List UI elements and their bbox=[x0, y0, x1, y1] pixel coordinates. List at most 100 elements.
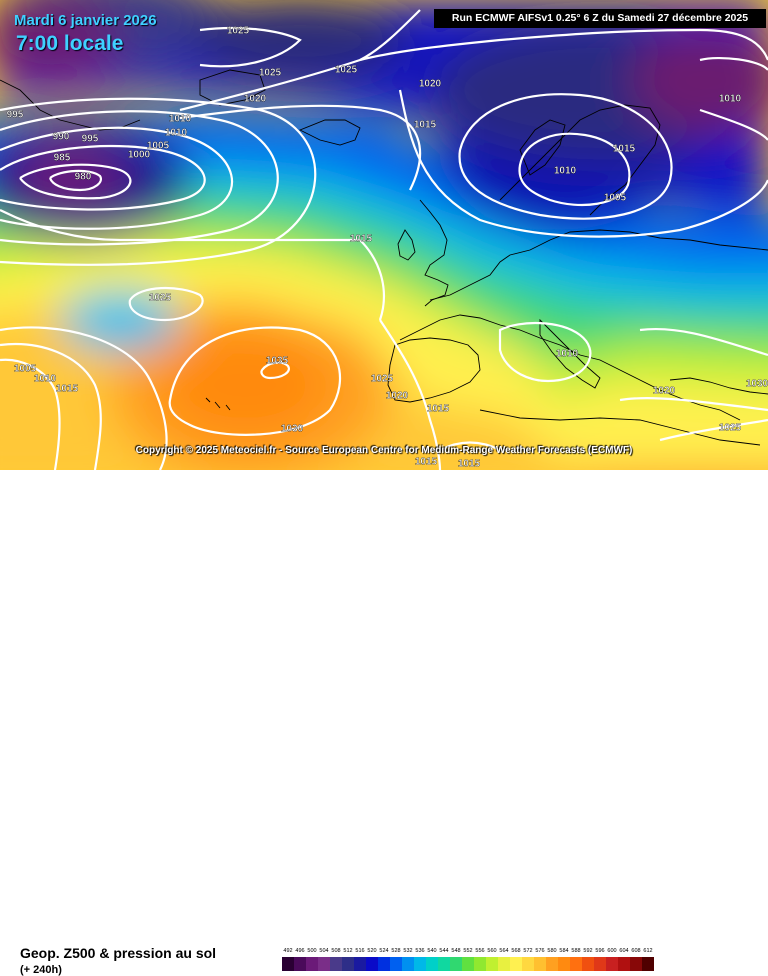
scale-label: 608 bbox=[631, 948, 641, 954]
scale-cell: 524 bbox=[378, 948, 390, 971]
scale-swatch bbox=[594, 957, 606, 971]
scale-cell: 572 bbox=[522, 948, 534, 971]
isobar-label: 990 bbox=[53, 132, 70, 143]
scale-swatch bbox=[402, 957, 414, 971]
isobar-label: 1025 bbox=[719, 423, 742, 434]
scale-cell: 568 bbox=[510, 948, 522, 971]
isobar-label: 1025 bbox=[259, 68, 282, 79]
scale-swatch bbox=[330, 957, 342, 971]
scale-label: 580 bbox=[547, 948, 557, 954]
isobar-label: 1025 bbox=[149, 293, 172, 304]
isobar-label: 1005 bbox=[604, 193, 627, 204]
scale-swatch bbox=[498, 957, 510, 971]
scale-label: 500 bbox=[307, 948, 317, 954]
scale-swatch bbox=[294, 957, 306, 971]
isobar-label: 1010 bbox=[165, 128, 188, 139]
scale-cell: 604 bbox=[618, 948, 630, 971]
scale-cell: 556 bbox=[474, 948, 486, 971]
scale-cell: 528 bbox=[390, 948, 402, 971]
scale-cell: 496 bbox=[294, 948, 306, 971]
scale-cell: 540 bbox=[426, 948, 438, 971]
scale-swatch bbox=[282, 957, 294, 971]
scale-swatch bbox=[306, 957, 318, 971]
isobar-label: 1015 bbox=[415, 457, 438, 468]
scale-label: 528 bbox=[391, 948, 401, 954]
scale-cell: 600 bbox=[606, 948, 618, 971]
scale-swatch bbox=[390, 957, 402, 971]
isobar-label: 1015 bbox=[458, 459, 481, 470]
scale-cell: 520 bbox=[366, 948, 378, 971]
scale-label: 572 bbox=[523, 948, 533, 954]
scale-label: 584 bbox=[559, 948, 569, 954]
forecast-lead-time: (+ 240h) bbox=[20, 964, 62, 976]
legend-footer: Geop. Z500 & pression au sol (+ 240h) 49… bbox=[0, 470, 768, 976]
scale-cell: 552 bbox=[462, 948, 474, 971]
scale-label: 556 bbox=[475, 948, 485, 954]
scale-label: 552 bbox=[463, 948, 473, 954]
scale-label: 516 bbox=[355, 948, 365, 954]
scale-label: 568 bbox=[511, 948, 521, 954]
isobar-label: 995 bbox=[7, 110, 24, 121]
scale-cell: 512 bbox=[342, 948, 354, 971]
forecast-time: 7:00 locale bbox=[16, 32, 124, 55]
scale-label: 592 bbox=[583, 948, 593, 954]
scale-swatch bbox=[342, 957, 354, 971]
scale-label: 548 bbox=[451, 948, 461, 954]
isobar-label: 1020 bbox=[419, 79, 442, 90]
scale-cell: 576 bbox=[534, 948, 546, 971]
scale-label: 564 bbox=[499, 948, 509, 954]
scale-swatch bbox=[486, 957, 498, 971]
scale-swatch bbox=[354, 957, 366, 971]
isobar-label: 1020 bbox=[386, 391, 409, 402]
scale-cell: 504 bbox=[318, 948, 330, 971]
scale-cell: 588 bbox=[570, 948, 582, 971]
scale-label: 492 bbox=[283, 948, 293, 954]
scale-swatch bbox=[606, 957, 618, 971]
scale-label: 512 bbox=[343, 948, 353, 954]
scale-label: 540 bbox=[427, 948, 437, 954]
scale-swatch bbox=[438, 957, 450, 971]
isobar-lines bbox=[0, 9, 768, 470]
scale-swatch bbox=[510, 957, 522, 971]
scale-cell: 516 bbox=[354, 948, 366, 971]
isobar-label: 995 bbox=[82, 134, 99, 145]
scale-cell: 548 bbox=[450, 948, 462, 971]
scale-cell: 580 bbox=[546, 948, 558, 971]
scale-label: 544 bbox=[439, 948, 449, 954]
scale-label: 504 bbox=[319, 948, 329, 954]
scale-cell: 592 bbox=[582, 948, 594, 971]
scale-swatch bbox=[642, 957, 654, 971]
isobar-label: 1030 bbox=[281, 424, 304, 435]
isobar-label: 1025 bbox=[371, 374, 394, 385]
scale-cell: 544 bbox=[438, 948, 450, 971]
scale-cell: 536 bbox=[414, 948, 426, 971]
isobar-label: 1015 bbox=[350, 234, 373, 245]
scale-swatch bbox=[378, 957, 390, 971]
isobar-label: 980 bbox=[75, 172, 92, 183]
isobar-label: 1010 bbox=[34, 374, 57, 385]
scale-swatch bbox=[426, 957, 438, 971]
scale-swatch bbox=[522, 957, 534, 971]
isobar-label: 1025 bbox=[335, 65, 358, 76]
model-run-info: Run ECMWF AIFSv1 0.25° 6 Z du Samedi 27 … bbox=[434, 9, 766, 28]
scale-cell: 500 bbox=[306, 948, 318, 971]
scale-swatch bbox=[534, 957, 546, 971]
scale-label: 532 bbox=[403, 948, 413, 954]
scale-label: 576 bbox=[535, 948, 545, 954]
isobar-label: 1020 bbox=[244, 94, 267, 105]
forecast-date: Mardi 6 janvier 2026 bbox=[14, 12, 157, 29]
scale-label: 588 bbox=[571, 948, 581, 954]
isobar-label: 1010 bbox=[169, 114, 192, 125]
isobar-label: 1015 bbox=[427, 404, 450, 415]
scale-cell: 584 bbox=[558, 948, 570, 971]
scale-label: 612 bbox=[643, 948, 653, 954]
isobar-label: 1030 bbox=[746, 379, 768, 390]
scale-cell: 564 bbox=[498, 948, 510, 971]
isobar-label: 1010 bbox=[556, 349, 579, 360]
scale-swatch bbox=[366, 957, 378, 971]
scale-label: 520 bbox=[367, 948, 377, 954]
isobar-label: 1010 bbox=[554, 166, 577, 177]
isobar-label: 1015 bbox=[613, 144, 636, 155]
isobar-label: 1010 bbox=[719, 94, 742, 105]
scale-swatch bbox=[450, 957, 462, 971]
